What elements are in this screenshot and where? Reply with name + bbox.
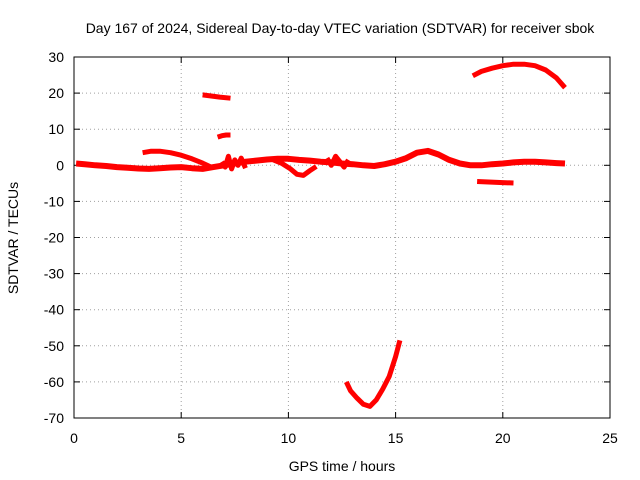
chart-title: Day 167 of 2024, Sidereal Day-to-day VTE… — [86, 20, 596, 36]
y-tick-label: -50 — [44, 338, 64, 354]
x-tick-label: 20 — [495, 430, 511, 446]
series-segment-neg5 — [476, 179, 514, 186]
data-series — [75, 61, 567, 409]
x-tick-label: 25 — [602, 430, 618, 446]
series-cluster-12h — [324, 153, 351, 170]
y-tick-label: 30 — [48, 49, 64, 65]
y-tick-label: -20 — [44, 230, 64, 246]
series-dip-neg — [344, 339, 403, 409]
x-tick-label: 5 — [177, 430, 185, 446]
x-axis-label: GPS time / hours — [289, 458, 396, 474]
x-tick-label: 0 — [70, 430, 78, 446]
series-dip-10h — [272, 157, 318, 178]
grid-lines — [74, 57, 610, 418]
y-tick-label: -60 — [44, 374, 64, 390]
y-tick-label: 10 — [48, 121, 64, 137]
y-tick-label: -10 — [44, 193, 64, 209]
series-segment-19h — [202, 92, 231, 101]
plot-frame — [73, 56, 611, 419]
series-arc-4h — [142, 148, 213, 170]
series-main-band — [75, 147, 566, 172]
y-tick-label: -70 — [44, 410, 64, 426]
y-axis-label: SDTVAR / TECUs — [5, 182, 21, 294]
y-tick-label: 20 — [48, 85, 64, 101]
x-tick-label: 15 — [388, 430, 404, 446]
y-tick-label: -40 — [44, 302, 64, 318]
series-cluster-6to7h — [219, 153, 248, 172]
y-tick-label: -30 — [44, 266, 64, 282]
series-segment-8h — [216, 132, 231, 140]
axis-ticks: 0 5 10 15 20 25 30 20 10 0 -10 -20 -30 -40 -50 -60 -70 — [44, 49, 618, 446]
x-tick-label: 10 — [281, 430, 297, 446]
series-arc-high — [471, 61, 567, 90]
y-tick-label: 0 — [56, 157, 64, 173]
